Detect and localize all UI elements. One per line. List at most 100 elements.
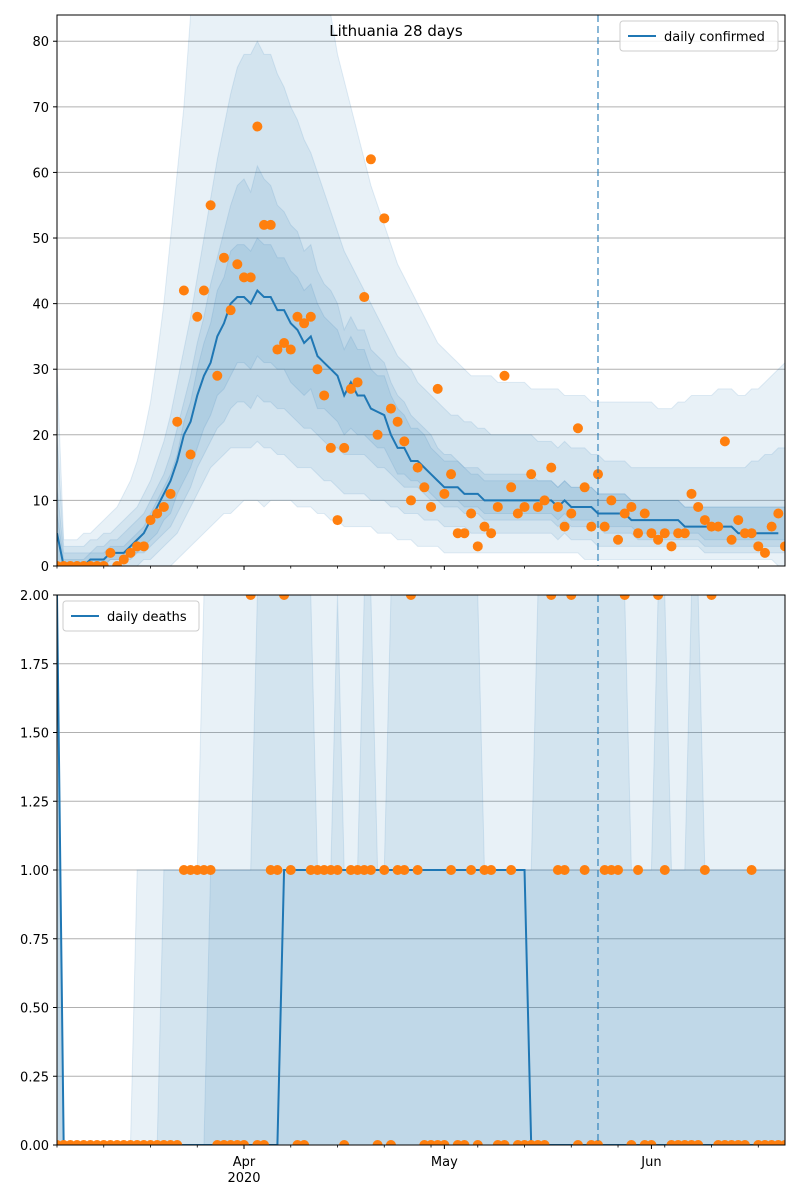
data-point bbox=[506, 482, 517, 493]
data-point bbox=[699, 515, 710, 526]
data-point bbox=[646, 1140, 657, 1145]
data-point bbox=[205, 200, 216, 211]
data-point bbox=[713, 521, 724, 532]
data-point bbox=[218, 252, 229, 263]
data-point bbox=[787, 541, 797, 551]
data-point bbox=[272, 865, 283, 875]
data-point bbox=[566, 595, 577, 600]
data-point bbox=[339, 442, 350, 453]
data-point bbox=[780, 541, 785, 552]
data-point bbox=[285, 865, 296, 875]
data-point bbox=[759, 547, 770, 558]
data-point bbox=[279, 337, 290, 348]
data-point bbox=[292, 311, 303, 322]
data-point bbox=[332, 515, 343, 526]
y-tick-label: 80 bbox=[32, 35, 49, 50]
y-tick-label: 1.75 bbox=[20, 658, 49, 673]
x-tick-label: Apr bbox=[233, 1155, 256, 1170]
data-point bbox=[279, 595, 290, 600]
data-point bbox=[192, 311, 203, 322]
data-point bbox=[198, 285, 209, 296]
data-point bbox=[299, 318, 310, 329]
data-point bbox=[372, 1140, 383, 1145]
data-point bbox=[699, 865, 710, 875]
data-point bbox=[285, 344, 296, 355]
data-point bbox=[399, 436, 410, 447]
data-point bbox=[352, 377, 363, 388]
data-point bbox=[178, 285, 189, 296]
data-point bbox=[112, 561, 123, 566]
data-point bbox=[392, 416, 403, 427]
data-point bbox=[165, 488, 176, 499]
data-point bbox=[319, 390, 330, 401]
data-point bbox=[746, 528, 757, 539]
series-line bbox=[57, 595, 785, 1145]
data-point bbox=[552, 501, 563, 512]
data-point bbox=[185, 449, 196, 460]
data-point bbox=[379, 865, 390, 875]
data-point bbox=[773, 508, 784, 519]
data-point bbox=[472, 1140, 483, 1145]
data-point bbox=[385, 403, 396, 414]
y-tick-label: 30 bbox=[32, 363, 49, 378]
data-point bbox=[245, 272, 256, 283]
data-point bbox=[686, 488, 697, 499]
data-point bbox=[693, 501, 704, 512]
data-point bbox=[626, 1140, 637, 1145]
y-tick-label: 40 bbox=[32, 298, 49, 313]
data-point bbox=[526, 469, 537, 480]
data-point bbox=[726, 534, 737, 545]
data-point bbox=[646, 528, 657, 539]
y-tick-label: 0.75 bbox=[20, 933, 49, 948]
data-point bbox=[98, 561, 109, 566]
data-point bbox=[412, 462, 423, 473]
x-tick-year-label: 2020 bbox=[227, 1171, 260, 1186]
confidence-band bbox=[57, 237, 785, 566]
data-point bbox=[172, 1140, 183, 1145]
data-point bbox=[706, 595, 717, 600]
data-point bbox=[479, 521, 490, 532]
y-tick-label: 0 bbox=[41, 560, 49, 575]
data-point bbox=[345, 383, 356, 394]
data-point bbox=[719, 436, 730, 447]
data-point bbox=[586, 521, 597, 532]
data-point bbox=[245, 595, 256, 600]
data-point bbox=[606, 495, 617, 506]
data-point bbox=[626, 501, 637, 512]
data-point bbox=[506, 865, 517, 875]
data-point bbox=[519, 501, 530, 512]
data-point bbox=[432, 383, 443, 394]
data-point bbox=[572, 423, 583, 434]
data-point bbox=[239, 1140, 250, 1145]
legend-label: daily confirmed bbox=[664, 30, 765, 45]
confirmed-chart: 0 10 20 30 40 50 60 70 80 daily confirmed Lithuani… bbox=[32, 14, 797, 575]
plot-frame bbox=[56, 14, 786, 567]
data-point bbox=[365, 154, 376, 165]
legend: daily deaths bbox=[62, 600, 200, 632]
data-point bbox=[499, 1140, 510, 1145]
data-point bbox=[546, 595, 557, 600]
data-point bbox=[439, 1140, 450, 1145]
data-point bbox=[272, 344, 283, 355]
data-point bbox=[766, 521, 777, 532]
data-point bbox=[566, 508, 577, 519]
data-point bbox=[399, 865, 410, 875]
data-point bbox=[145, 515, 156, 526]
data-point bbox=[613, 865, 624, 875]
data-point bbox=[739, 1140, 750, 1145]
data-point bbox=[532, 501, 543, 512]
data-point bbox=[653, 534, 664, 545]
data-point bbox=[172, 416, 183, 427]
data-point bbox=[753, 541, 764, 552]
plot-area bbox=[57, 15, 797, 566]
data-point bbox=[365, 865, 376, 875]
data-point bbox=[539, 1140, 550, 1145]
data-point bbox=[472, 541, 483, 552]
data-point bbox=[265, 219, 276, 230]
data-point bbox=[579, 482, 590, 493]
data-point bbox=[385, 1140, 396, 1145]
data-point bbox=[780, 1140, 785, 1145]
data-point bbox=[259, 1140, 270, 1145]
data-point bbox=[405, 595, 416, 600]
